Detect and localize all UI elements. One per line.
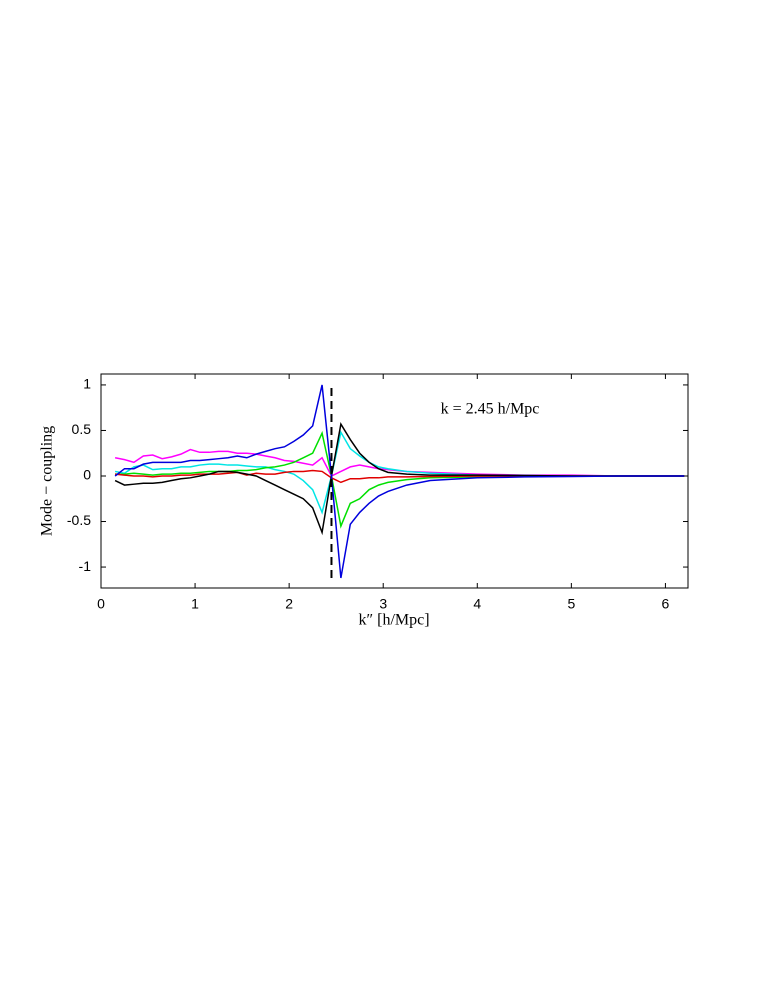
- y-tick-label: 1: [83, 376, 91, 392]
- plot-frame: [100, 373, 689, 589]
- series-line: [114, 430, 685, 515]
- x-tick-label: 4: [473, 596, 481, 612]
- x-tick-label: 2: [285, 596, 293, 612]
- series-line: [114, 422, 685, 536]
- y-tick-label: 0: [83, 467, 91, 483]
- x-tick-label: 6: [662, 596, 670, 612]
- x-tick-label: 0: [97, 596, 105, 612]
- series-line: [114, 448, 685, 477]
- y-axis-label: Mode − coupling: [39, 426, 56, 536]
- annotation: k = 2.45 h/Mpc: [441, 401, 540, 418]
- y-tick-label: -0.5: [67, 512, 91, 528]
- y-tick-label: 0.5: [72, 421, 92, 437]
- x-tick-label: 1: [191, 596, 199, 612]
- series-line: [114, 384, 685, 579]
- series-line: [115, 430, 685, 529]
- series-line: [115, 469, 685, 484]
- y-tick-label: -1: [79, 558, 92, 574]
- x-tick-label: 5: [567, 596, 575, 612]
- x-tick-label: 3: [379, 596, 387, 612]
- x-axis-label: k″ [h/Mpc]: [358, 612, 429, 629]
